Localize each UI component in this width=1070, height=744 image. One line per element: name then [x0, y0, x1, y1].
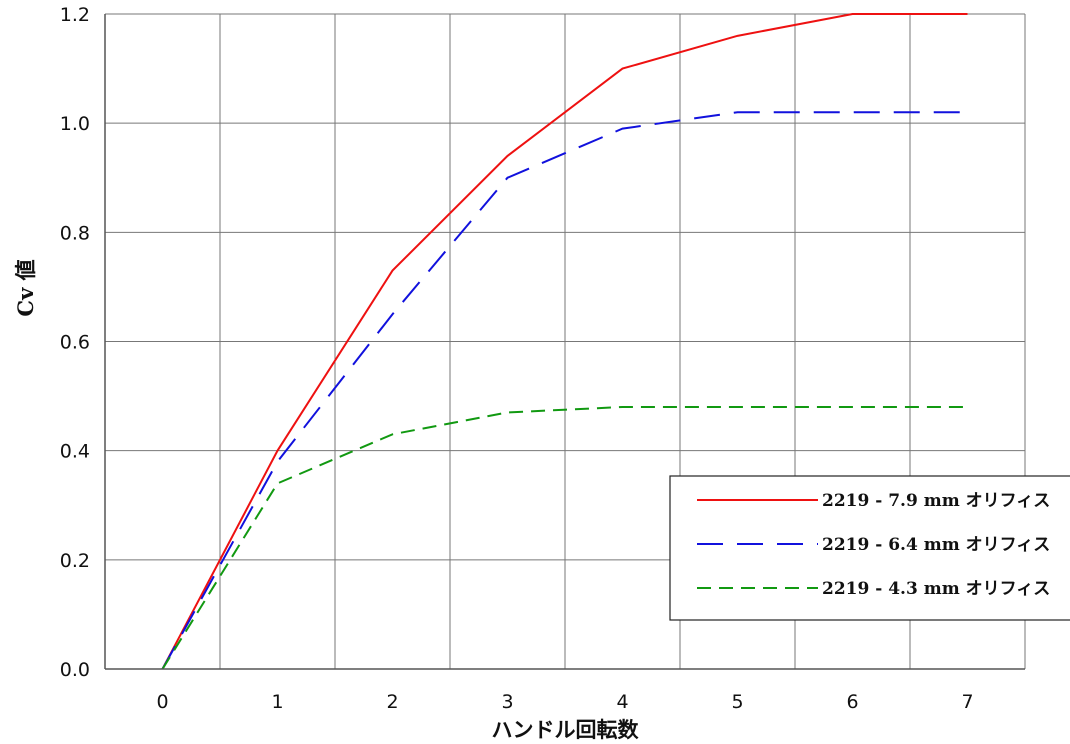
series-line-2 [161, 111, 968, 670]
legend: 2219 - 7.9 mm オリフィス 2219 - 6.4 mm オリフィス 22… [669, 475, 1070, 621]
series-line-3 [161, 406, 968, 670]
y-tick-label: 0.4 [60, 441, 90, 463]
x-tick-label: 5 [731, 691, 743, 713]
x-tick-label: 4 [616, 691, 628, 713]
y-tick-label: 0.6 [60, 332, 90, 354]
legend-label-2: 2219 - 6.4 mm オリフィス [822, 535, 1050, 555]
x-tick-label: 7 [961, 691, 973, 713]
y-tick-label: 0.0 [60, 659, 90, 681]
x-tick-label: 0 [156, 691, 168, 713]
axes [104, 14, 1025, 670]
y-tick-label: 0.2 [60, 550, 90, 572]
x-tick-label: 3 [501, 691, 513, 713]
y-axis-title: Cv 値 [13, 259, 38, 316]
x-tick-label: 2 [386, 691, 398, 713]
x-tick-label: 6 [846, 691, 858, 713]
y-tick-label: 1.2 [60, 4, 90, 26]
series-lines [161, 13, 968, 670]
x-tick-label: 1 [271, 691, 283, 713]
y-tick-label: 1.0 [60, 113, 90, 135]
legend-label-1: 2219 - 7.9 mm オリフィス [822, 491, 1050, 511]
tick-labels: 0 1 2 3 4 5 6 7 0.0 0.2 0.4 0.6 0.8 1.0 1.2 [60, 4, 974, 713]
legend-label-3: 2219 - 4.3 mm オリフィス [822, 579, 1050, 599]
y-tick-label: 0.8 [60, 222, 90, 244]
series-line-1 [161, 13, 968, 670]
x-axis-title: ハンドル回転数 [492, 717, 640, 742]
